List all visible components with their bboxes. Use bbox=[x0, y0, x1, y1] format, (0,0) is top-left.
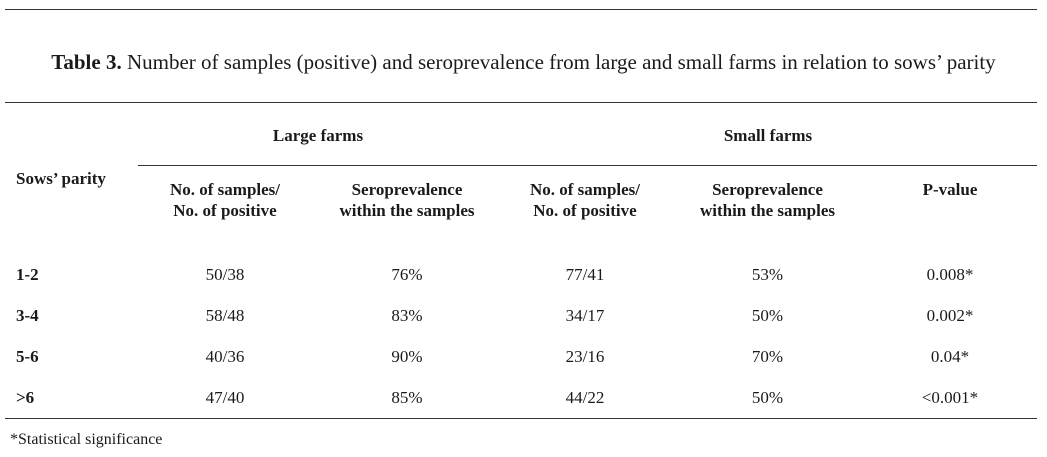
small-samples-header: No. of samples/ No. of positive bbox=[505, 179, 665, 221]
large-seroprevalence-header: Seroprevalence within the samples bbox=[312, 179, 502, 221]
row-small-seroprevalence: 50% bbox=[751, 388, 784, 407]
small-sero-header-line2: within the samples bbox=[699, 201, 836, 220]
table-header-rule bbox=[5, 102, 1037, 103]
table-caption: Table 3. Number of samples (positive) an… bbox=[0, 50, 1047, 75]
row-parity: >6 bbox=[16, 388, 35, 407]
row-parity: 1-2 bbox=[16, 265, 39, 284]
small-samples-header-line1: No. of samples/ bbox=[529, 180, 641, 199]
large-samples-header-line1: No. of samples/ bbox=[169, 180, 281, 199]
table-caption-label: Table 3. bbox=[51, 50, 122, 74]
table-caption-text: Number of samples (positive) and seropre… bbox=[121, 50, 996, 74]
small-sero-header-line1: Seroprevalence bbox=[712, 180, 823, 199]
row-p-value: 0.008* bbox=[926, 265, 974, 284]
group-header-underline bbox=[138, 165, 1037, 166]
row-small-samples: 34/17 bbox=[565, 306, 605, 325]
large-sero-header-line2: within the samples bbox=[339, 201, 475, 220]
row-large-seroprevalence: 85% bbox=[391, 388, 423, 407]
small-samples-header-line2: No. of positive bbox=[533, 201, 637, 220]
row-p-value: <0.001* bbox=[921, 388, 979, 407]
row-p-value: 0.04* bbox=[930, 347, 970, 366]
row-p-value: 0.002* bbox=[926, 306, 974, 325]
row-small-samples: 23/16 bbox=[565, 347, 605, 366]
p-value-header: P-value bbox=[922, 180, 978, 199]
large-samples-header-line2: No. of positive bbox=[173, 201, 277, 220]
row-large-samples: 58/48 bbox=[205, 306, 245, 325]
table-footnote: *Statistical significance bbox=[10, 431, 163, 448]
large-farms-header: Large farms bbox=[272, 126, 364, 145]
small-farms-header: Small farms bbox=[723, 126, 813, 145]
row-large-seroprevalence: 83% bbox=[391, 306, 423, 325]
row-large-samples: 47/40 bbox=[205, 388, 245, 407]
table-row: 5-6 40/36 90% 23/16 70% 0.04* bbox=[0, 347, 1047, 371]
row-parity: 3-4 bbox=[16, 306, 39, 325]
table-top-rule bbox=[5, 9, 1037, 10]
table-row: 3-4 58/48 83% 34/17 50% 0.002* bbox=[0, 306, 1047, 330]
row-small-seroprevalence: 70% bbox=[751, 347, 784, 366]
row-large-seroprevalence: 76% bbox=[391, 265, 423, 284]
row-large-samples: 50/38 bbox=[205, 265, 245, 284]
large-sero-header-line1: Seroprevalence bbox=[351, 180, 463, 199]
row-large-samples: 40/36 bbox=[205, 347, 245, 366]
row-small-seroprevalence: 50% bbox=[751, 306, 784, 325]
small-seroprevalence-header: Seroprevalence within the samples bbox=[670, 179, 865, 221]
sows-parity-header: Sows’ parity bbox=[16, 169, 106, 188]
table-bottom-rule bbox=[5, 418, 1037, 419]
row-small-seroprevalence: 53% bbox=[751, 265, 784, 284]
row-small-samples: 77/41 bbox=[565, 265, 605, 284]
table-row: 1-2 50/38 76% 77/41 53% 0.008* bbox=[0, 265, 1047, 289]
large-samples-header: No. of samples/ No. of positive bbox=[140, 179, 310, 221]
row-parity: 5-6 bbox=[16, 347, 39, 366]
row-small-samples: 44/22 bbox=[565, 388, 605, 407]
table-row: >6 47/40 85% 44/22 50% <0.001* bbox=[0, 388, 1047, 412]
row-large-seroprevalence: 90% bbox=[391, 347, 423, 366]
